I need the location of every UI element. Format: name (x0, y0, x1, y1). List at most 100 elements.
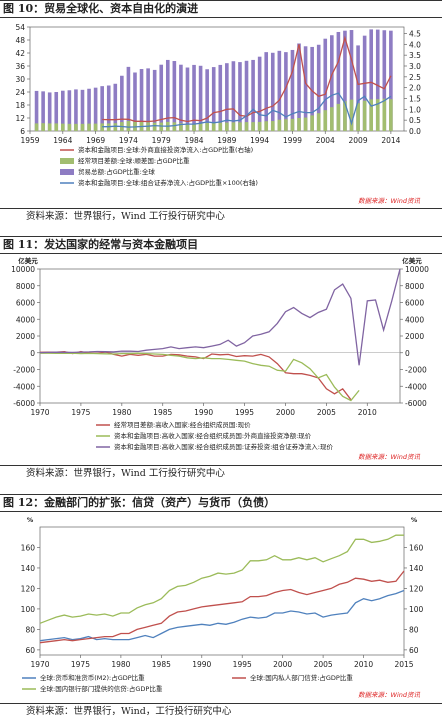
bar-trade-share (87, 88, 91, 131)
y-right-tick-label: 3.5 (409, 51, 421, 60)
x-tick-label: 1970 (30, 660, 49, 669)
series-line (39, 268, 401, 366)
bar-trade-share (74, 89, 78, 131)
y-left-tick-label: 24 (15, 88, 25, 97)
series-line (102, 92, 392, 128)
bar-trade-share (316, 44, 321, 132)
x-tick-label: 1995 (235, 408, 254, 417)
y-right-tick-label: 100 (409, 605, 424, 614)
y-left-tick-label: 36 (15, 62, 25, 71)
bar-current-account-surplus (382, 98, 387, 131)
y-right-tick-label: 8000 (405, 282, 424, 291)
bar-current-account-surplus (192, 123, 196, 131)
x-tick-label: 1994 (250, 136, 269, 145)
figure-source: 资料来源：世界银行，Wind，工行投行研究中心 (0, 703, 442, 719)
bar-trade-share (172, 61, 177, 132)
bar-current-account-surplus (159, 122, 164, 131)
bar-trade-share (80, 89, 85, 131)
bar-trade-share (205, 69, 209, 131)
series-line (40, 352, 360, 402)
x-tick-label: 1969 (86, 136, 105, 145)
bar-trade-share (349, 30, 354, 131)
bar-trade-share (179, 64, 183, 131)
x-tick-label: 2000 (273, 660, 292, 669)
y-right-tick-label: 2000 (405, 332, 424, 341)
y-left-tick-label: -2000 (13, 366, 35, 375)
y-left-tick-label: 160 (21, 543, 36, 552)
bar-current-account-surplus (310, 115, 314, 131)
bar-trade-share (165, 59, 170, 131)
figure-title: 图 10：贸易全球化、资本自由化的演进 (0, 0, 442, 18)
watermark: 数据来源：Wind资讯 (358, 453, 420, 461)
bar-current-account-surplus (218, 122, 223, 131)
legend-label: 资本和金融项目:全球:外商直接投资净流入:占GDP比重(右轴) (78, 145, 253, 154)
bar-trade-share (47, 92, 52, 131)
series-line (39, 589, 405, 642)
chart-oecd-current-capital-account: 亿美元 亿美元 -6000 -4000 -2000 0 2000 4000 6000 8000 10… (11, 256, 429, 461)
y-right-tick-label: 80 (409, 625, 419, 634)
plot-frame (39, 526, 405, 656)
figure-source: 资料来源：世界银行，Wind 工行投行研究中心 (0, 208, 442, 224)
figure-11: 图 11：发达国家的经常与资本金融项目 亿美元 亿美元 -6000 -4000 -200… (0, 236, 442, 481)
bar-trade-share (41, 91, 45, 131)
figure-10: 图 10：贸易全球化、资本自由化的演进 6 12 18 24 30 36 42 48 54 0.0… (0, 0, 442, 228)
x-tick-label: 2010 (354, 660, 373, 669)
bar-trade-share (225, 63, 229, 131)
y-left-tick-label: 6 (20, 127, 25, 136)
bar-current-account-surplus (205, 122, 209, 131)
bar-current-account-surplus (270, 121, 275, 131)
legend-label: 经常项目差额:全球:顺差国:占GDP比重 (78, 156, 190, 165)
bar-trade-share (277, 50, 282, 131)
y-left-unit: % (27, 516, 34, 524)
bar-current-account-surplus (369, 99, 373, 131)
bar-current-account-surplus (54, 123, 59, 131)
figure-title: 图 12：金融部门的扩张：信贷（资产）与货币（负债） (0, 494, 442, 512)
bar-current-account-surplus (290, 118, 295, 131)
figure-12: 图 12：金融部门的扩张：信贷（资产）与货币（负债） %% 60 80 100 120 1… (0, 494, 442, 719)
bar-current-account-surplus (297, 118, 301, 131)
bar-current-account-surplus (87, 123, 91, 131)
x-tick-label: 1974 (119, 136, 138, 145)
bar-trade-share (120, 75, 124, 131)
plot-frame (29, 26, 405, 132)
y-right-tick-label: 0.0 (409, 127, 421, 136)
y-right-tick-label: 1.0 (409, 105, 421, 114)
bar-trade-share (133, 72, 137, 131)
x-tick-label: 1970 (30, 408, 49, 417)
bar-current-account-surplus (349, 99, 354, 131)
legend-label: 贸易总额:占GDP比重:全球 (78, 167, 155, 176)
bar-trade-share (310, 46, 314, 131)
bar-current-account-surplus (323, 110, 328, 131)
bar-trade-share (375, 29, 380, 132)
y-right-tick-label: 0.5 (409, 116, 421, 125)
figure-title: 图 11：发达国家的经常与资本金融项目 (0, 236, 442, 254)
bar-current-account-surplus (61, 123, 65, 131)
x-tick-label: 1985 (152, 660, 171, 669)
y-left-tick-label: 4000 (16, 315, 35, 324)
x-tick-label: 2014 (381, 136, 400, 145)
bar-current-account-surplus (93, 123, 98, 131)
y-left-tick-label: 2000 (16, 332, 35, 341)
y-left-tick-label: 42 (15, 49, 25, 58)
bar-trade-share (192, 64, 196, 131)
y-left-tick-label: 8000 (16, 282, 35, 291)
y-left-tick-label: -4000 (13, 382, 35, 391)
x-tick-label: 1995 (233, 660, 252, 669)
bar-current-account-surplus (100, 123, 104, 131)
bar-trade-share (100, 86, 104, 131)
bar-trade-share (389, 30, 393, 131)
legend-label: 全球:国内私人部门信贷:占GDP比重 (250, 673, 353, 682)
y-right-tick-label: -2000 (405, 366, 427, 375)
y-right-tick-label: 0 (405, 349, 410, 358)
y-right-unit: % (411, 516, 418, 524)
bar-current-account-surplus (80, 123, 85, 131)
legend-swatch (60, 169, 74, 175)
y-left-tick-label: 0 (30, 349, 35, 358)
bar-trade-share (343, 30, 347, 131)
chart-trade-capital-globalization: 6 12 18 24 30 36 42 48 54 0.0 0.5 1.01.5 2.0 2.5 3.0 3.… (15, 23, 421, 205)
y-right-tick-label: 10000 (405, 265, 429, 274)
bar-current-account-surplus (362, 100, 367, 131)
bar-trade-share (336, 31, 341, 131)
bar-trade-share (67, 90, 72, 131)
bar-current-account-surplus (257, 121, 262, 131)
